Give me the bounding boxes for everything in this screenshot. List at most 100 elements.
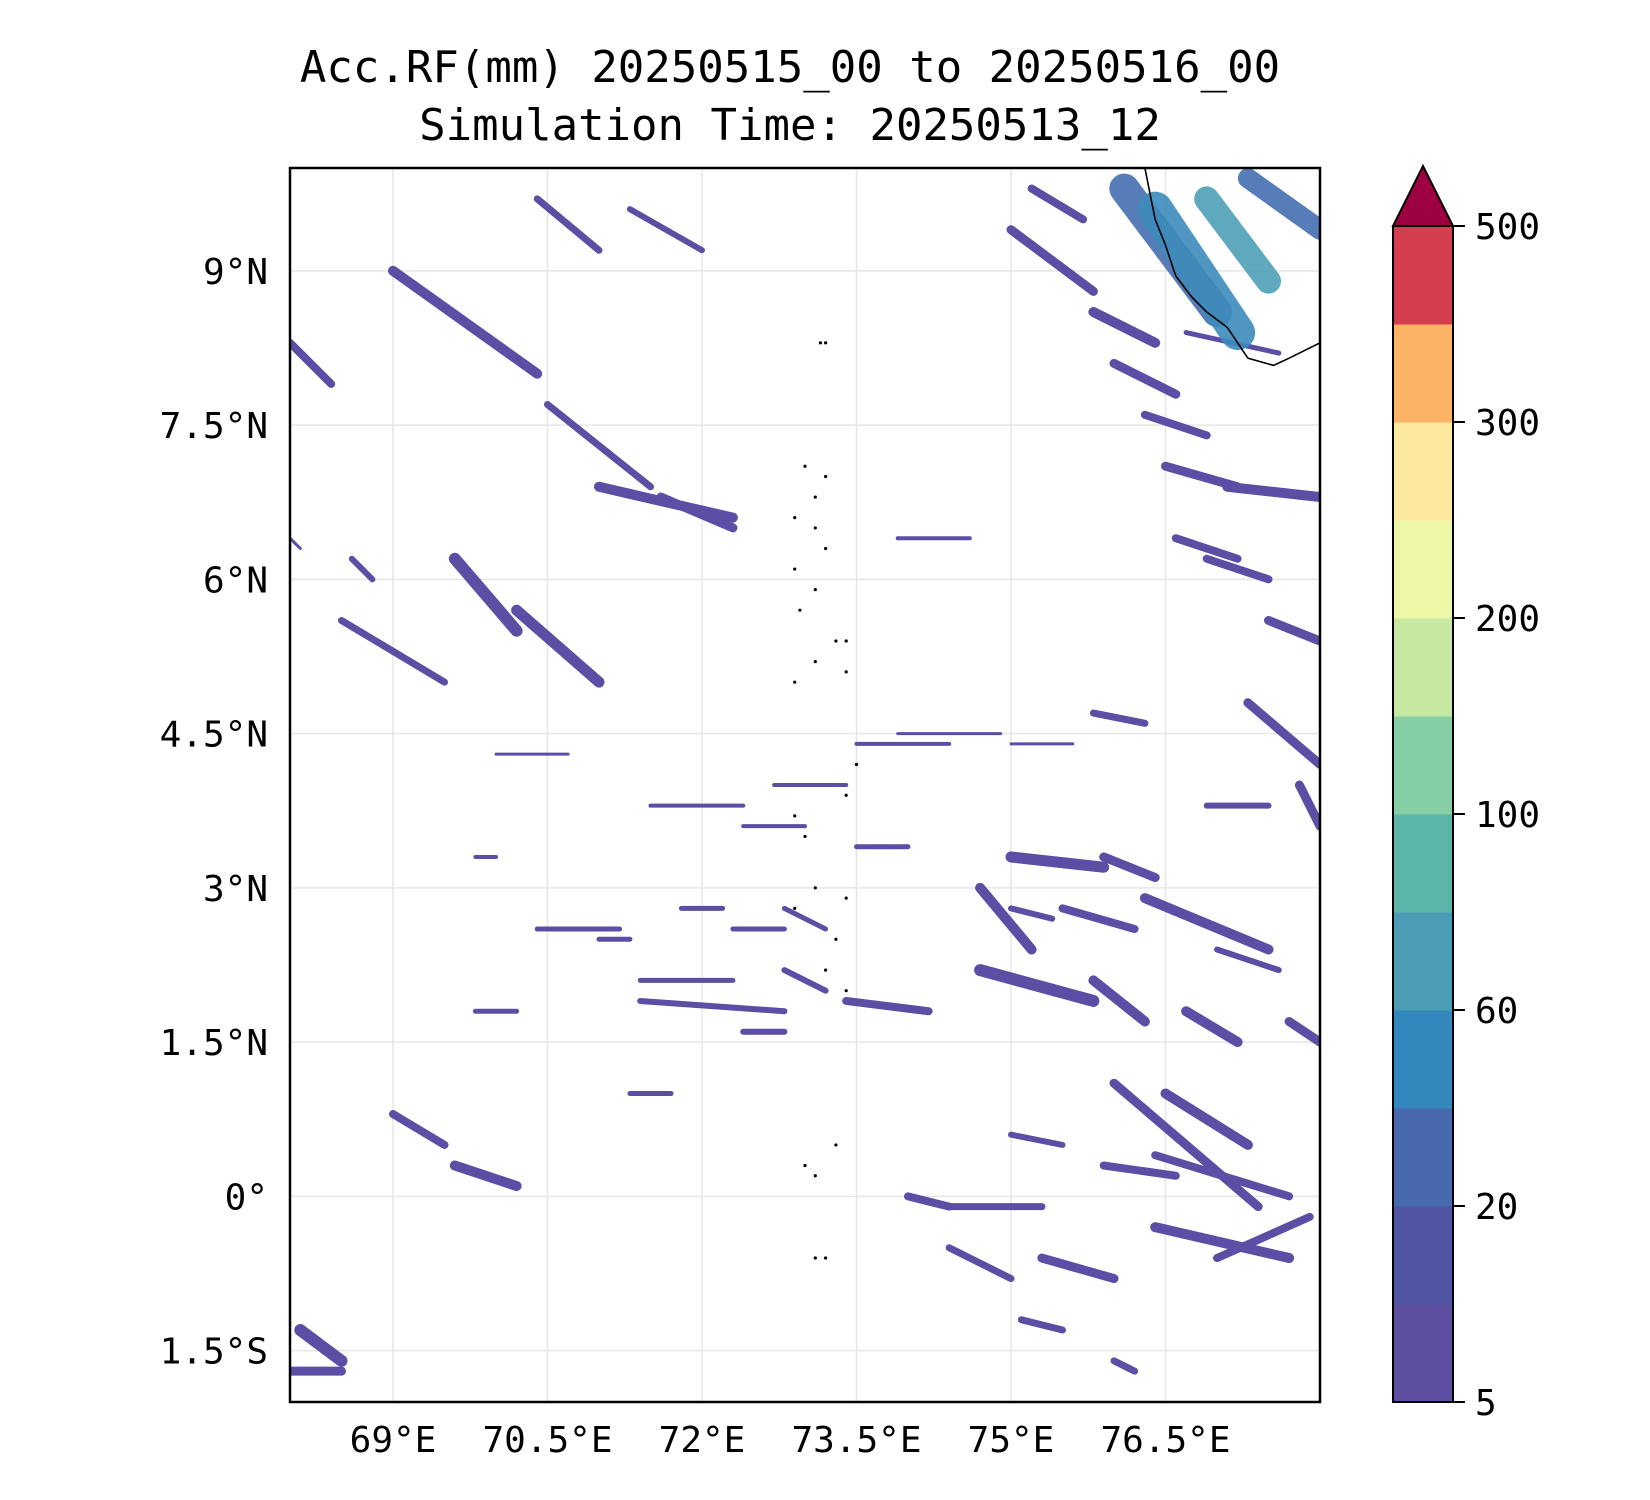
longitude-axis: 69°E 70.5°E 72°E 73.5°E 75°E 76.5°E xyxy=(350,1420,1231,1461)
y-tick-label: 7.5°N xyxy=(160,406,268,447)
colorbar-tick-label: 500 xyxy=(1475,207,1540,248)
rain-band xyxy=(1264,615,1320,646)
island-dot xyxy=(793,680,797,684)
rain-band xyxy=(1008,1131,1066,1148)
island-dot xyxy=(844,639,848,643)
colorbar-segment xyxy=(1393,1206,1453,1305)
rain-band xyxy=(449,1160,522,1192)
rain-band xyxy=(1150,1222,1295,1264)
island-dot xyxy=(824,1256,828,1260)
rain-band xyxy=(1005,851,1110,873)
rain-band xyxy=(1222,481,1320,503)
colorbar-segment xyxy=(1393,226,1453,325)
rain-band xyxy=(1151,1151,1294,1201)
island-dot xyxy=(813,526,817,530)
map-subtitle: Simulation Time: 20250513_12 xyxy=(419,100,1161,151)
y-tick-label: 0° xyxy=(225,1177,268,1218)
island-dot xyxy=(844,670,848,674)
island-dot xyxy=(854,762,859,767)
colorbar-segment xyxy=(1393,324,1453,423)
rain-band xyxy=(1099,852,1160,883)
rain-band xyxy=(1099,1161,1180,1180)
rain-band xyxy=(1140,410,1211,440)
y-tick-label: 6°N xyxy=(203,560,268,601)
colorbar-segment xyxy=(1393,422,1453,521)
rain-band xyxy=(1213,1212,1314,1263)
rain-band xyxy=(626,206,705,254)
island-dot xyxy=(818,341,823,345)
colorbar: 500 300 200 100 60 20 5 xyxy=(1391,163,1540,1424)
rain-band xyxy=(945,1244,1015,1283)
x-tick-label: 75°E xyxy=(968,1420,1055,1461)
rain-band xyxy=(389,1110,449,1149)
rain-band xyxy=(1088,306,1161,348)
rain-band xyxy=(1171,534,1242,563)
rain-band xyxy=(1294,780,1320,831)
india-coastline xyxy=(1144,168,1320,367)
island-dot xyxy=(813,886,817,890)
island-dot xyxy=(793,906,797,911)
heavy-rain-band xyxy=(1194,186,1281,294)
rain-band xyxy=(1109,358,1181,399)
rain-band xyxy=(904,1192,954,1211)
rain-band xyxy=(1027,184,1088,224)
rain-band xyxy=(781,905,829,932)
rain-band xyxy=(1037,1253,1119,1284)
rain-band xyxy=(290,536,302,550)
y-tick-label: 9°N xyxy=(203,252,268,293)
rain-band xyxy=(338,616,448,686)
colorbar-tick-label: 200 xyxy=(1475,599,1540,640)
island-dot xyxy=(813,1256,817,1260)
rain-band xyxy=(294,1324,348,1367)
rain-band xyxy=(975,882,1037,955)
rain-band xyxy=(448,552,523,637)
island-dot xyxy=(813,495,817,499)
rain-band xyxy=(1243,698,1320,769)
rain-band xyxy=(1284,1017,1320,1047)
colorbar-tick-label: 60 xyxy=(1475,991,1518,1032)
rain-band xyxy=(388,265,543,379)
island-dot xyxy=(803,464,807,468)
colorbar-tick-label: 100 xyxy=(1475,795,1540,836)
island-dot xyxy=(793,567,797,571)
island-dot xyxy=(803,1163,807,1168)
colorbar-tick-label: 5 xyxy=(1475,1383,1497,1424)
rain-band xyxy=(1214,946,1282,974)
rain-band xyxy=(1017,1316,1066,1334)
island-dot xyxy=(824,341,828,345)
rain-band xyxy=(290,338,336,388)
x-tick-label: 72°E xyxy=(659,1420,746,1461)
y-tick-label: 1.5°N xyxy=(160,1023,268,1064)
island-dot xyxy=(803,834,807,839)
rain-band xyxy=(511,604,605,688)
rain-band xyxy=(974,964,1100,1007)
x-tick-label: 73.5°E xyxy=(791,1420,921,1461)
colorbar-segment xyxy=(1393,814,1453,913)
rain-band xyxy=(544,401,654,491)
colorbar-segment xyxy=(1393,1108,1453,1207)
island-dot xyxy=(813,660,817,664)
island-dot xyxy=(834,937,838,941)
coastline xyxy=(793,168,1320,1260)
x-tick-label: 70.5°E xyxy=(482,1420,612,1461)
rain-band xyxy=(1088,975,1150,1027)
island-dot xyxy=(844,793,848,797)
x-tick-label: 69°E xyxy=(350,1420,437,1461)
rain-band xyxy=(1161,461,1243,492)
x-tick-label: 76.5°E xyxy=(1100,1420,1230,1461)
map-frame xyxy=(288,166,1322,1404)
colorbar-segment xyxy=(1393,912,1453,1011)
rain-band xyxy=(1181,1006,1243,1048)
y-tick-label: 4.5°N xyxy=(160,715,268,756)
rain-band xyxy=(637,997,788,1015)
island-dot xyxy=(844,989,848,993)
colorbar-segment xyxy=(1393,618,1453,717)
island-dot xyxy=(834,639,838,643)
rain-band xyxy=(1008,905,1056,922)
y-tick-label: 3°N xyxy=(203,869,268,910)
latitude-axis: 9°N 7.5°N 6°N 4.5°N 3°N 1.5°N 0° 1.5°S xyxy=(160,252,268,1373)
island-dot xyxy=(793,516,797,520)
rain-band xyxy=(1160,1088,1253,1150)
heavy-rain-band xyxy=(1237,168,1320,240)
